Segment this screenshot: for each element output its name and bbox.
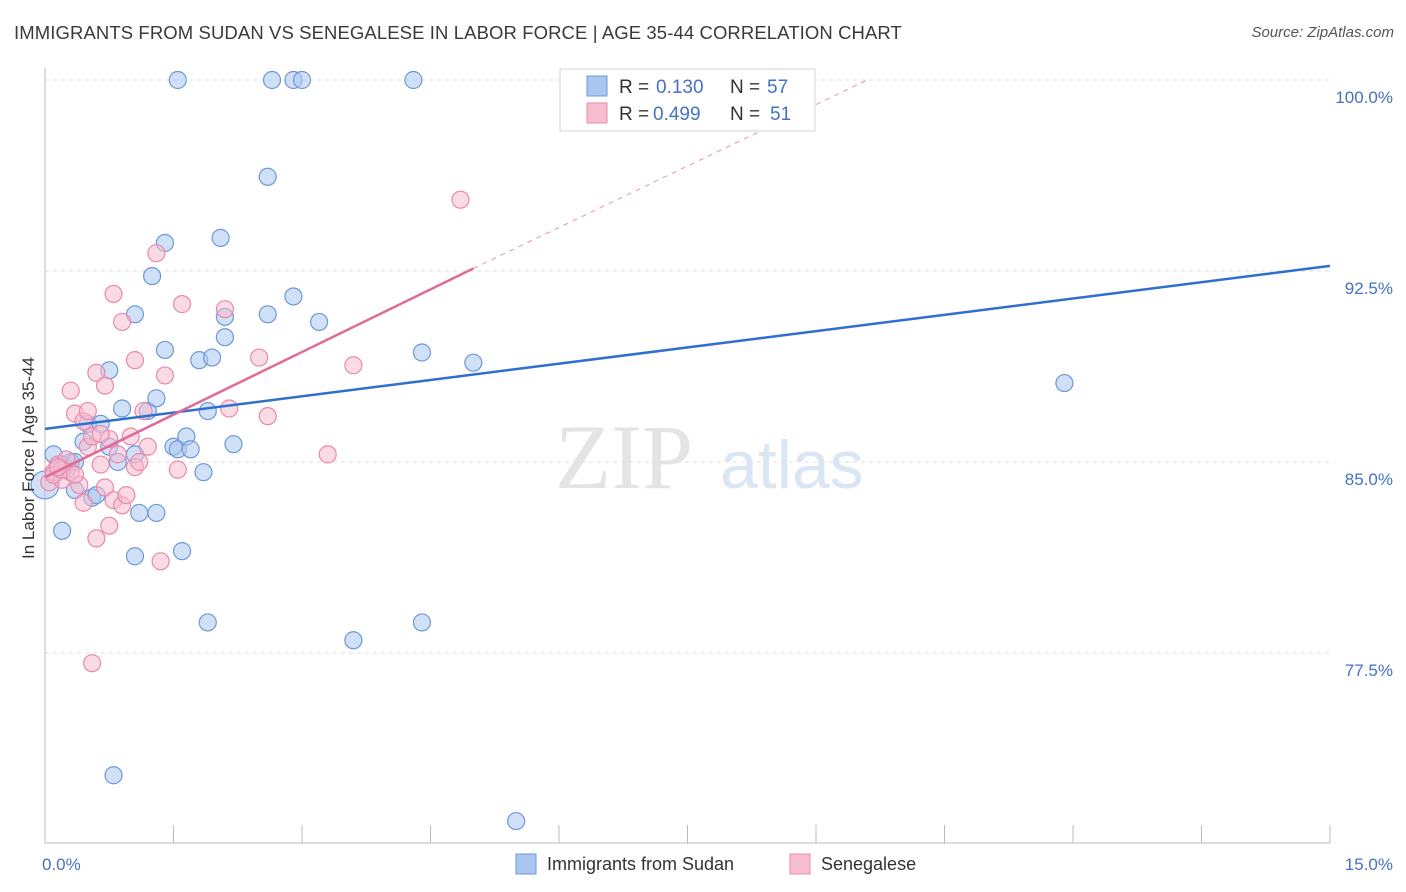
senegalese-point-18 [95,478,115,497]
sudan-point-44 [464,353,483,372]
sudan-point-34 [215,328,234,347]
senegalese-point-6 [61,381,80,400]
bottom-legend-label-senegalese: Senegalese [821,854,916,874]
y-tick-label-1: 92.5% [1345,279,1393,298]
sudan-point-47 [168,70,187,90]
senegalese-point-40 [258,407,277,426]
sudan-point-22 [155,340,175,360]
sudan-point-13 [112,399,132,418]
sudan-point-52 [104,766,123,785]
senegalese-point-23 [104,284,123,304]
sudan-point-46 [1055,373,1074,393]
sudan-point-28 [181,440,200,459]
legend-n-value-2: 51 [770,104,791,125]
bottom-legend-label-sudan: Immigrants from Sudan [547,854,734,874]
senegalese-point-38 [220,399,239,418]
sudan-point-20 [147,389,166,408]
legend-r-value-1: 0.130 [656,77,704,98]
x-tick-labels: 0.0% 15.0% [42,855,1393,874]
sudan-point-50 [292,70,312,90]
legend-r-label-1: R = [619,77,649,98]
senegalese-point-48 [117,486,136,505]
sudan-point-19 [142,266,162,286]
legend-n-label-1: N = [730,77,760,98]
legend-swatch-pink [586,102,608,124]
sudan-point-43 [412,613,432,632]
x-tick-label-1: 15.0% [1345,855,1393,874]
legend-swatch-blue [586,75,608,97]
y-tick-label-3: 77.5% [1345,661,1393,680]
sudan-point-36 [224,435,243,454]
senegalese-point-15 [87,529,106,548]
watermark-atlas: atlas [720,427,864,503]
senegalese-point-29 [125,351,145,370]
senegalese-point-46 [65,465,85,484]
chart-title: IMMIGRANTS FROM SUDAN VS SENEGALESE IN L… [14,22,902,43]
sudan-point-33 [211,228,230,247]
y-axis-title: In Labor Force | Age 35-44 [19,357,38,559]
senegalese-point-31 [138,437,157,456]
senegalese-point-12 [78,401,97,421]
senegalese-point-17 [91,455,110,474]
senegalese-point-19 [95,376,115,395]
legend-r-label-2: R = [619,104,649,125]
series-legend: Immigrants from Sudan Senegalese [515,853,916,875]
bottom-legend-swatch-pink [789,853,811,875]
y-tick-label-0: 100.0% [1335,88,1393,107]
sudan-point-4 [53,521,72,540]
blue-trend-line [44,264,1331,431]
series-senegalese-points [40,190,470,673]
pink-trend-line [44,267,474,479]
sudan-point-45 [507,811,526,831]
senegalese-point-37 [215,300,234,319]
senegalese-point-39 [250,348,269,367]
senegalese-point-14 [87,363,106,382]
senegalese-point-49 [130,452,149,472]
senegalese-point-43 [451,190,470,209]
bottom-legend-swatch-blue [515,853,537,875]
senegalese-point-35 [168,460,187,479]
senegalese-point-34 [155,366,175,385]
sudan-point-41 [344,631,363,650]
sudan-point-40 [310,312,329,332]
senegalese-point-16 [83,654,102,673]
gridlines [45,79,1330,654]
legend-r-value-2: 0.499 [653,104,701,125]
sudan-point-21 [147,503,166,523]
senegalese-point-47 [91,424,110,444]
sudan-point-38 [258,305,277,324]
senegalese-point-32 [147,244,166,263]
sudan-point-17 [130,503,149,523]
sudan-point-30 [194,463,213,482]
senegalese-point-36 [172,295,192,314]
watermark-zip: ZIP [555,406,693,508]
senegalese-point-25 [112,312,132,332]
sudan-point-31 [198,401,217,421]
sudan-point-48 [262,70,282,90]
sudan-point-26 [172,542,192,561]
legend-n-label-2: N = [730,104,760,125]
correlation-legend: R = 0.130 N = 57 R = 0.499 N = 51 [559,68,816,132]
senegalese-point-20 [100,516,119,535]
y-tick-label-2: 85.0% [1345,470,1393,489]
senegalese-point-33 [151,552,170,571]
y-tick-labels: 100.0% 92.5% 85.0% 77.5% [1335,88,1393,680]
legend-n-value-1: 57 [767,77,788,98]
sudan-point-51 [404,70,423,90]
senegalese-point-41 [318,445,337,464]
senegalese-point-10 [74,493,93,512]
senegalese-point-42 [344,356,363,375]
sudan-point-53 [198,613,217,632]
sudan-point-39 [284,287,303,306]
series-sudan-points [30,70,1074,831]
senegalese-point-24 [108,445,127,464]
sudan-point-32 [202,348,222,367]
x-tick-label-0: 0.0% [42,855,81,874]
sudan-point-37 [258,167,277,186]
source-label: Source: ZipAtlas.com [1251,24,1394,41]
sudan-point-42 [412,343,432,362]
sudan-point-15 [125,547,145,566]
